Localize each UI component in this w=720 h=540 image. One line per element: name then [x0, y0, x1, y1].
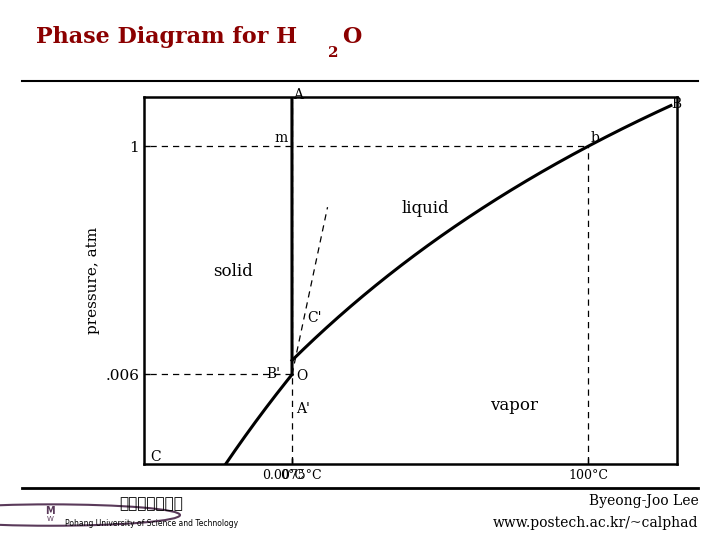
- Text: A: A: [294, 88, 304, 102]
- Text: Pohang University of Science and Technology: Pohang University of Science and Technol…: [65, 519, 238, 528]
- Text: Byeong-Joo Lee: Byeong-Joo Lee: [589, 495, 698, 508]
- Text: O: O: [297, 369, 307, 383]
- Text: solid: solid: [213, 264, 253, 280]
- Text: B: B: [671, 97, 681, 111]
- Text: C: C: [150, 450, 161, 464]
- Text: Phase Diagram for H: Phase Diagram for H: [36, 26, 297, 48]
- Text: C': C': [307, 312, 321, 326]
- Y-axis label: pressure, atm: pressure, atm: [86, 227, 99, 334]
- Text: www.postech.ac.kr/~calphad: www.postech.ac.kr/~calphad: [493, 516, 698, 530]
- Text: m: m: [274, 131, 287, 145]
- Text: vapor: vapor: [490, 397, 538, 414]
- Text: M: M: [45, 507, 55, 516]
- Text: 2: 2: [328, 46, 338, 60]
- Text: W: W: [47, 516, 54, 522]
- Text: 포항공과대학교: 포항공과대학교: [120, 496, 183, 511]
- Text: A': A': [297, 402, 310, 415]
- Text: b: b: [591, 131, 600, 145]
- Text: B': B': [266, 368, 280, 381]
- Text: liquid: liquid: [401, 200, 449, 217]
- Text: O: O: [342, 26, 361, 48]
